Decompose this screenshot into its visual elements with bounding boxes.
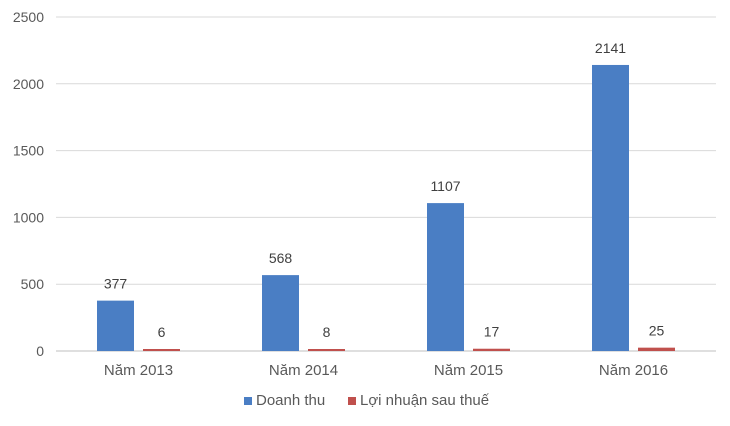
bar-loi-nhuan (308, 349, 345, 351)
bar-doanh-thu (592, 64, 629, 351)
x-axis: Năm 2013 Năm 2014 Năm 2015 Năm 2016 (104, 362, 668, 379)
bar-doanh-thu (427, 203, 464, 351)
x-tick-label: Năm 2014 (269, 362, 338, 379)
data-label: 377 (104, 276, 128, 292)
y-tick-label: 500 (21, 276, 45, 292)
data-label: 25 (649, 323, 665, 339)
x-tick-label: Năm 2016 (599, 362, 668, 379)
legend: Doanh thu Lợi nhuận sau thuế (244, 392, 490, 409)
bar-loi-nhuan (638, 347, 675, 351)
bar-doanh-thu (97, 300, 134, 351)
legend-swatch-loi-nhuan (348, 397, 356, 405)
y-tick-label: 1500 (13, 143, 44, 159)
bar-loi-nhuan (473, 348, 510, 351)
y-tick-label: 0 (36, 343, 44, 359)
data-label: 6 (158, 324, 166, 340)
legend-label-loi-nhuan: Lợi nhuận sau thuế (360, 392, 490, 409)
data-label: 2141 (595, 40, 626, 56)
legend-swatch-doanh-thu (244, 397, 252, 405)
data-label: 1107 (430, 178, 460, 194)
data-label: 568 (269, 250, 293, 266)
bars: 377 6 568 8 1107 17 2141 25 (97, 40, 675, 351)
y-tick-label: 2000 (13, 76, 44, 92)
y-axis: 0 500 1000 1500 2000 2500 (13, 9, 44, 359)
legend-label-doanh-thu: Doanh thu (256, 392, 325, 409)
data-label: 17 (484, 324, 500, 340)
x-tick-label: Năm 2013 (104, 362, 173, 379)
y-tick-label: 1000 (13, 209, 44, 225)
x-tick-label: Năm 2015 (434, 362, 503, 379)
y-tick-label: 2500 (13, 9, 44, 25)
bar-doanh-thu (262, 275, 299, 351)
data-label: 8 (323, 324, 331, 340)
bar-loi-nhuan (143, 349, 180, 351)
